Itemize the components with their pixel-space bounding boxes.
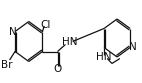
Text: N: N	[129, 42, 137, 53]
Text: HN: HN	[96, 53, 112, 62]
Text: HN: HN	[62, 37, 77, 46]
Text: O: O	[53, 64, 62, 75]
Text: Br: Br	[1, 60, 12, 69]
Text: Cl: Cl	[40, 20, 51, 30]
Text: N: N	[9, 26, 17, 37]
